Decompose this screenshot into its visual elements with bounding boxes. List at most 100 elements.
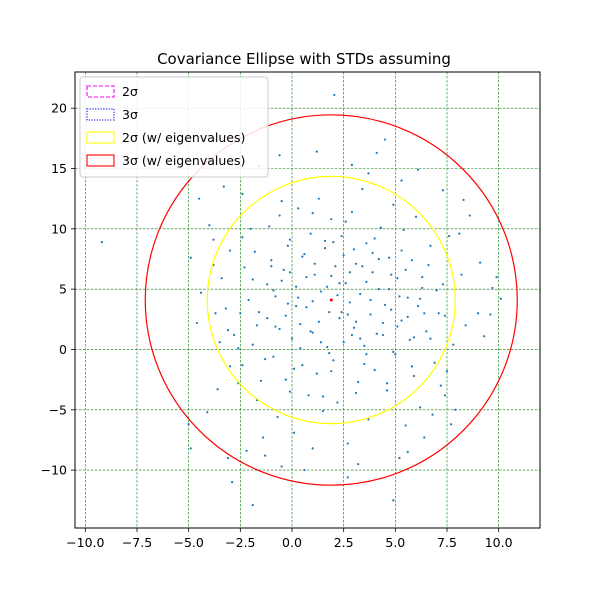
data-point bbox=[464, 324, 467, 327]
data-point bbox=[251, 278, 254, 281]
data-point bbox=[381, 333, 385, 337]
data-point bbox=[383, 303, 387, 306]
data-point bbox=[392, 350, 395, 353]
data-point bbox=[363, 362, 366, 366]
x-tick-label: 2.5 bbox=[334, 535, 354, 550]
data-point bbox=[338, 316, 341, 320]
data-point bbox=[197, 197, 201, 200]
data-point bbox=[284, 314, 287, 317]
data-point bbox=[402, 228, 405, 232]
data-point bbox=[344, 282, 347, 285]
data-point bbox=[454, 408, 457, 411]
data-point bbox=[499, 297, 502, 300]
data-point bbox=[297, 207, 300, 210]
data-point bbox=[299, 323, 302, 326]
x-tick-label: 10.0 bbox=[485, 535, 513, 550]
data-point bbox=[228, 249, 232, 252]
data-point bbox=[377, 257, 380, 261]
data-point bbox=[282, 268, 285, 271]
data-point bbox=[352, 326, 356, 329]
data-point bbox=[410, 365, 413, 368]
data-point bbox=[381, 321, 385, 325]
data-point bbox=[311, 447, 314, 450]
ellipse-4 bbox=[144, 114, 518, 486]
data-point bbox=[330, 218, 333, 221]
data-point bbox=[412, 336, 416, 339]
data-point bbox=[390, 273, 393, 276]
data-point bbox=[365, 353, 368, 356]
data-point bbox=[447, 234, 451, 238]
data-point bbox=[406, 315, 409, 318]
data-point bbox=[342, 341, 345, 344]
data-point bbox=[462, 198, 465, 201]
mean-point bbox=[329, 298, 333, 302]
data-point bbox=[392, 499, 395, 502]
data-point bbox=[412, 374, 416, 378]
legend-swatch bbox=[86, 131, 115, 144]
data-point bbox=[419, 406, 422, 409]
data-point bbox=[274, 325, 277, 328]
data-point bbox=[330, 274, 333, 277]
data-point bbox=[239, 312, 242, 315]
data-point bbox=[268, 225, 271, 228]
legend-label: 3σ bbox=[122, 107, 138, 122]
data-point bbox=[406, 450, 409, 454]
data-point bbox=[338, 282, 341, 285]
data-point bbox=[274, 295, 277, 298]
data-point bbox=[199, 291, 203, 294]
legend-swatch bbox=[86, 108, 115, 121]
data-point bbox=[323, 247, 327, 250]
data-point bbox=[392, 203, 395, 206]
data-point bbox=[443, 394, 447, 397]
data-point bbox=[284, 378, 287, 381]
data-point bbox=[292, 367, 296, 370]
data-point bbox=[361, 265, 364, 268]
data-point bbox=[441, 283, 444, 286]
data-point bbox=[333, 93, 336, 97]
data-point bbox=[414, 215, 418, 218]
ellipse-3 bbox=[206, 175, 456, 425]
data-point bbox=[388, 256, 391, 259]
data-point bbox=[317, 197, 320, 200]
data-point bbox=[390, 308, 393, 311]
y-axis-ticks: −10 −5 0 5 10 15 20 bbox=[41, 101, 75, 478]
data-point bbox=[259, 379, 263, 382]
data-point bbox=[280, 279, 283, 282]
data-point bbox=[460, 273, 463, 276]
data-point bbox=[251, 503, 254, 507]
data-point bbox=[394, 353, 397, 356]
data-point bbox=[416, 168, 420, 171]
data-point bbox=[249, 227, 252, 230]
data-point bbox=[350, 210, 354, 214]
data-point bbox=[330, 370, 333, 373]
data-point bbox=[315, 150, 318, 153]
data-point bbox=[375, 332, 378, 335]
data-point bbox=[288, 390, 292, 393]
data-point bbox=[495, 275, 498, 279]
data-point bbox=[336, 401, 339, 404]
scatter-points bbox=[100, 93, 502, 507]
data-point bbox=[441, 189, 444, 192]
data-point bbox=[437, 312, 440, 315]
data-point bbox=[290, 337, 294, 340]
data-point bbox=[379, 226, 382, 229]
data-point bbox=[346, 313, 349, 316]
data-point bbox=[421, 275, 424, 279]
data-point bbox=[278, 154, 281, 157]
data-point bbox=[328, 351, 331, 355]
data-point bbox=[305, 275, 308, 279]
data-point bbox=[189, 447, 192, 450]
data-point bbox=[222, 185, 225, 188]
data-point bbox=[385, 382, 389, 385]
data-point bbox=[348, 271, 351, 274]
data-point bbox=[373, 237, 376, 240]
data-point bbox=[348, 301, 351, 304]
data-point bbox=[445, 370, 449, 373]
data-point bbox=[359, 337, 362, 340]
data-point bbox=[396, 277, 399, 280]
data-point bbox=[383, 138, 387, 141]
data-point bbox=[396, 325, 399, 328]
data-point bbox=[309, 232, 312, 235]
x-tick-label: −5.0 bbox=[173, 535, 203, 550]
